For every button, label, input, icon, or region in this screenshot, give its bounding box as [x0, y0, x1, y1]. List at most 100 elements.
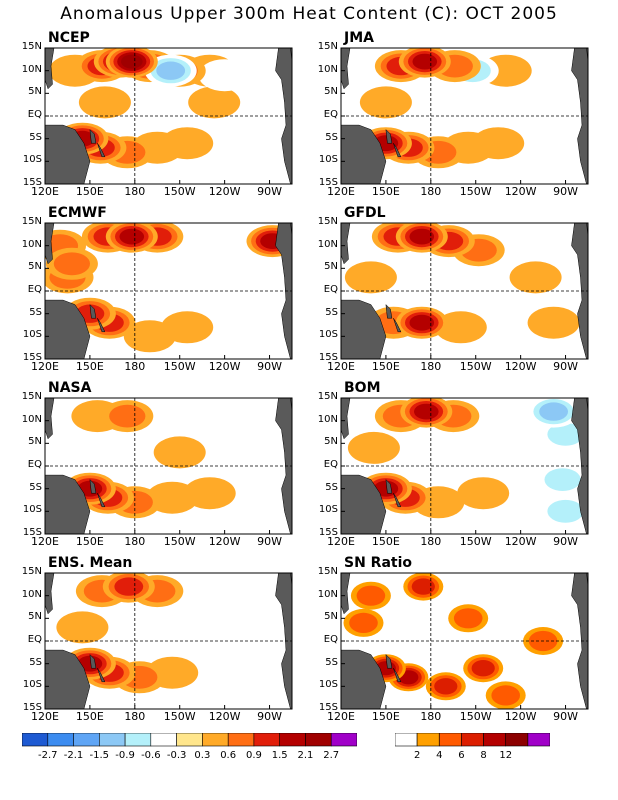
land-3	[393, 493, 402, 508]
contour-ecmwf-2-0	[231, 311, 284, 344]
contour-ncep-3-0	[188, 86, 241, 119]
lat-tick-label: 5S	[325, 656, 338, 668]
land-0	[45, 573, 55, 615]
contour-sn-ratio-7-2	[411, 578, 435, 595]
lat-tick-label: 5S	[29, 306, 42, 318]
contour-bom-3-1	[547, 422, 584, 446]
anomaly-colorbar-label: 0.9	[245, 750, 262, 761]
land-1	[341, 474, 387, 534]
contour-bom-5-1	[544, 468, 581, 491]
sn-swatch-1	[416, 732, 440, 747]
contour-ecmwf-3-0	[123, 320, 176, 353]
lon-tick-label: 150W	[163, 185, 196, 198]
land-1	[45, 649, 91, 709]
chart-title: Anomalous Upper 300m Heat Content (C): O…	[60, 4, 558, 24]
panel-title: JMA	[344, 30, 374, 46]
land-1	[45, 474, 91, 534]
anomaly-colorbar-label: -0.3	[166, 750, 187, 761]
lon-tick-label: 90W	[257, 185, 282, 198]
map-ens-mean	[44, 572, 293, 710]
lon-tick-label: 120E	[327, 360, 355, 373]
sn-ratio-colorbar-swatches	[394, 732, 551, 747]
contour-ncep-9-0	[78, 86, 131, 119]
anomaly-swatch-6	[176, 732, 203, 747]
anomaly-colorbar-label: 2.1	[297, 750, 314, 761]
panel-title: ENS. Mean	[48, 555, 133, 571]
land-0	[45, 48, 55, 90]
lon-tick-label: 150W	[163, 360, 196, 373]
lon-tick-label: 150W	[459, 360, 492, 373]
lat-tick-label: 10N	[21, 63, 42, 75]
lon-tick-label: 120W	[208, 185, 241, 198]
lat-tick-label: 15S	[22, 352, 42, 363]
sn-swatch-6	[527, 732, 551, 747]
lat-tick-label: 10S	[318, 329, 338, 341]
contour-ens-mean-7-2	[114, 577, 144, 596]
contour-ncep-13-2	[156, 61, 186, 80]
sn-swatch-5	[505, 732, 529, 747]
contour-ecmwf-11-3	[119, 228, 145, 245]
lon-tick-label: 120E	[31, 360, 59, 373]
lat-tick-label: 5S	[325, 131, 338, 143]
lon-tick-label: 120W	[504, 535, 537, 548]
lon-tick-label: 150W	[459, 535, 492, 548]
contour-ncep-18-4	[121, 54, 143, 69]
land-4	[571, 573, 588, 709]
lat-tick-label: EQ	[323, 109, 338, 120]
land-1	[341, 124, 387, 184]
lat-tick-label: 10S	[318, 504, 338, 516]
lon-tick-label: 120E	[327, 535, 355, 548]
anomaly-colorbar-swatches	[21, 732, 358, 747]
lat-tick-label: 5S	[325, 481, 338, 493]
anomaly-swatch-4	[124, 732, 152, 747]
lat-tick-label: 10N	[317, 588, 338, 600]
lon-tick-label: 150E	[371, 185, 400, 198]
lat-tick-label: 15N	[21, 216, 42, 227]
lat-tick-label: 15N	[317, 41, 338, 52]
contour-sn-ratio-4-1	[491, 685, 520, 706]
contour-jma-9-3	[412, 53, 438, 70]
sn-swatch-2	[438, 732, 462, 747]
contour-bom-8-2	[539, 402, 568, 421]
lon-tick-label: 90W	[257, 535, 282, 548]
lat-tick-label: 5N	[28, 436, 42, 448]
contour-nasa-5-1	[109, 404, 146, 428]
land-0	[341, 398, 351, 440]
land-2	[385, 128, 393, 144]
sn-swatch-0	[394, 732, 418, 747]
lat-tick-label: 5N	[324, 436, 338, 448]
lat-tick-label: 10S	[22, 679, 42, 691]
lat-tick-label: 5N	[324, 611, 338, 623]
lon-tick-label: 150E	[371, 535, 400, 548]
land-2	[385, 303, 393, 319]
land-1	[45, 124, 91, 184]
lon-tick-label: 180	[124, 535, 146, 548]
lon-tick-label: 150W	[459, 185, 492, 198]
contour-ecmwf-6-1	[53, 252, 90, 276]
contour-ens-mean-2-0	[237, 670, 290, 703]
lon-tick-label: 120E	[31, 710, 59, 723]
map-gfdl	[340, 222, 589, 360]
lon-tick-label: 120E	[31, 535, 59, 548]
panel-bom: BOM 15N 10N 5N EQ 5S 10S 15S 120E 150E 180 150W 120W…	[296, 380, 596, 560]
land-0	[45, 223, 55, 265]
panel-title: ECMWF	[48, 205, 107, 221]
lat-tick-label: 15S	[318, 702, 338, 713]
land-2	[89, 653, 97, 669]
lon-tick-label: 120E	[327, 710, 355, 723]
lon-tick-label: 150E	[75, 360, 104, 373]
lon-tick-label: 180	[420, 535, 442, 548]
sn-swatch-4	[483, 732, 506, 747]
land-0	[341, 223, 351, 265]
land-4	[571, 223, 588, 359]
panel-title: SN Ratio	[344, 555, 413, 571]
anomaly-swatch-0	[21, 732, 49, 747]
lat-tick-label: 10N	[317, 63, 338, 75]
lat-tick-label: 5N	[28, 611, 42, 623]
lat-tick-label: 10N	[21, 413, 42, 425]
contour-bom-7-1	[547, 499, 584, 523]
map-bom	[340, 397, 589, 535]
land-1	[341, 299, 387, 359]
map-sn-ratio	[340, 572, 589, 710]
contour-sn-ratio-2-1	[349, 612, 378, 633]
